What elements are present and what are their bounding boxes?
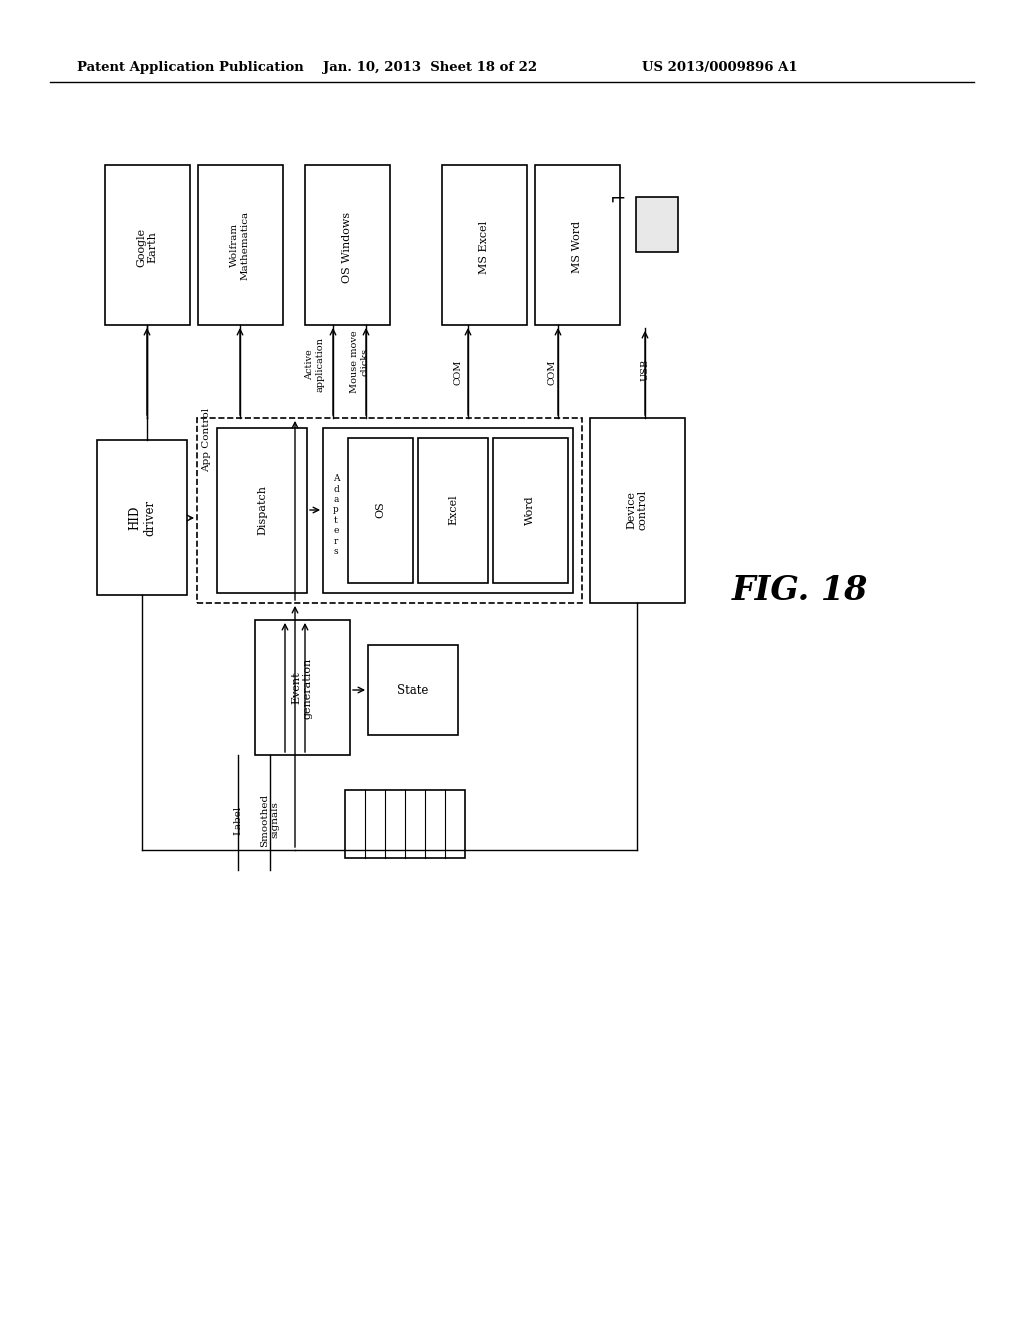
Bar <box>97 440 187 595</box>
Text: COM: COM <box>548 359 556 384</box>
Text: Smoothed
signals: Smoothed signals <box>260 793 280 846</box>
Text: Label: Label <box>233 805 243 834</box>
Bar <box>105 165 190 325</box>
Bar <box>217 428 307 593</box>
Bar <box>590 418 685 603</box>
Text: Device
control: Device control <box>627 490 648 531</box>
Text: Mouse move
clicks: Mouse move clicks <box>350 331 370 393</box>
Text: US 2013/0009896 A1: US 2013/0009896 A1 <box>642 62 798 74</box>
Text: COM: COM <box>454 359 463 384</box>
Text: Active
application: Active application <box>305 338 325 392</box>
Text: App Control: App Control <box>203 408 212 473</box>
Text: Dispatch: Dispatch <box>257 484 267 535</box>
Bar <box>442 165 527 325</box>
Bar <box>418 438 488 583</box>
Bar <box>323 428 573 593</box>
Text: HID
driver: HID driver <box>128 500 156 536</box>
Text: ⌐: ⌐ <box>610 191 627 209</box>
Bar <box>636 197 678 252</box>
Bar <box>348 438 413 583</box>
Text: State: State <box>397 684 429 697</box>
Bar <box>255 620 350 755</box>
Text: Wolfram
Mathematica: Wolfram Mathematica <box>230 210 250 280</box>
Text: Patent Application Publication: Patent Application Publication <box>77 62 303 74</box>
Text: MS Excel: MS Excel <box>479 220 489 273</box>
Bar <box>535 165 620 325</box>
Bar <box>197 418 582 603</box>
Text: MS Word: MS Word <box>572 220 582 273</box>
Bar <box>305 165 390 325</box>
Bar <box>368 645 458 735</box>
Text: FIG. 18: FIG. 18 <box>732 573 868 606</box>
Text: OS Windows: OS Windows <box>342 211 352 282</box>
Text: Google
Earth: Google Earth <box>136 227 158 267</box>
Text: Excel: Excel <box>449 495 458 525</box>
Text: A
d
a
p
t
e
r
s: A d a p t e r s <box>333 474 339 556</box>
Text: USB: USB <box>640 359 649 381</box>
Text: Event
generation: Event generation <box>291 657 312 718</box>
Text: Jan. 10, 2013  Sheet 18 of 22: Jan. 10, 2013 Sheet 18 of 22 <box>323 62 537 74</box>
Bar <box>198 165 283 325</box>
Bar <box>493 438 568 583</box>
Text: Word: Word <box>525 495 535 525</box>
Text: OS: OS <box>375 502 385 519</box>
Bar <box>345 789 465 858</box>
